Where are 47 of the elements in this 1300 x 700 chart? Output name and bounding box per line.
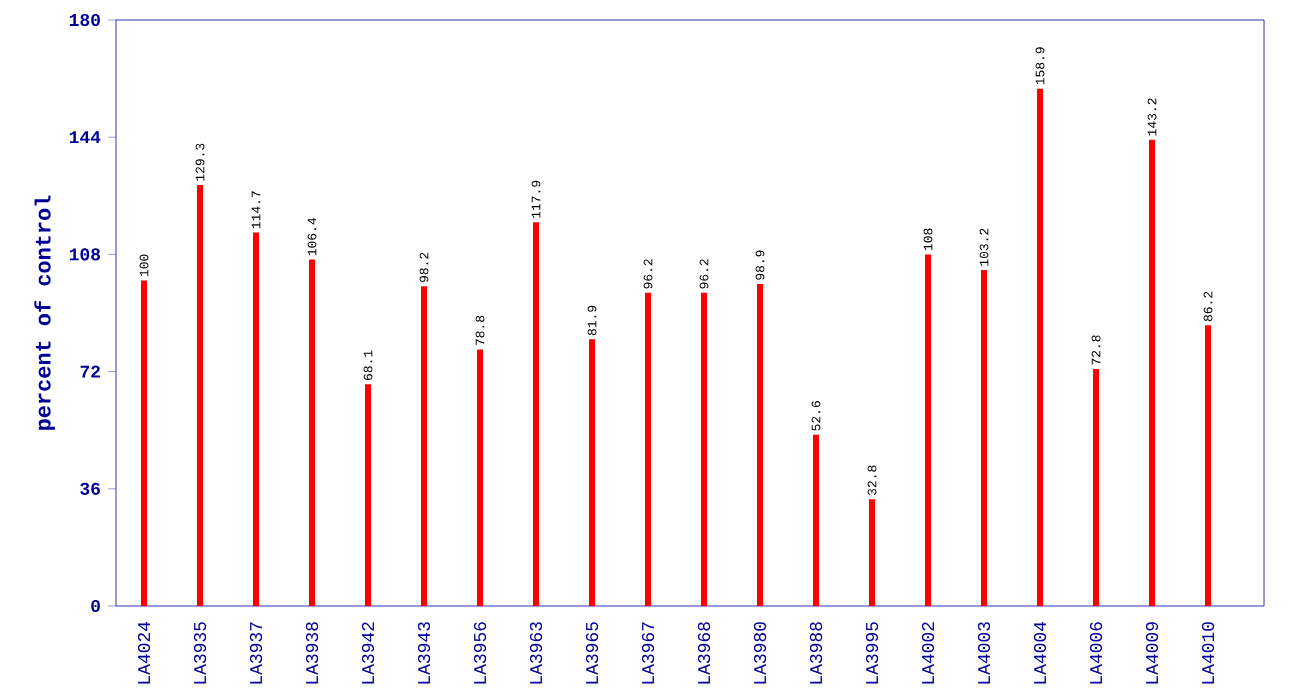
y-tick-label: 72 <box>80 365 100 378</box>
bar <box>645 292 652 606</box>
x-tick-label: LA4024 <box>137 621 151 684</box>
bar <box>925 254 932 606</box>
x-tick-label: LA4010 <box>1201 622 1215 684</box>
y-tick-label: 180 <box>69 13 100 27</box>
x-tick-label: LA4004 <box>1033 621 1047 684</box>
x-tick-label: LA3956 <box>473 622 487 684</box>
x-tick-label: LA3938 <box>305 622 319 684</box>
bar <box>589 339 596 606</box>
x-tick-label: LA3963 <box>529 622 543 684</box>
x-tick-label: LA4003 <box>977 622 991 684</box>
y-tick-label: 36 <box>80 482 100 495</box>
y-tick-label: 108 <box>69 248 101 261</box>
bar <box>701 292 708 606</box>
x-tick-label: LA3995 <box>865 622 879 684</box>
y-tick-label: 144 <box>69 131 101 144</box>
x-tick-label: LA3967 <box>641 622 655 684</box>
x-tick-label: LA4002 <box>921 622 935 684</box>
x-tick-label: LA3942 <box>361 622 375 684</box>
x-tick-label: LA3937 <box>249 622 263 684</box>
x-tick-label: LA4009 <box>1145 622 1159 684</box>
bar <box>1037 88 1044 606</box>
y-axis-title: percent of control <box>34 195 55 430</box>
bar <box>309 259 315 606</box>
bar <box>1093 368 1100 606</box>
bar <box>197 185 203 606</box>
bar <box>253 232 259 606</box>
bar <box>981 270 988 606</box>
y-tick-label: 0 <box>91 599 100 613</box>
x-tick-label: LA3988 <box>809 622 823 684</box>
x-tick-label: LA3968 <box>697 622 711 684</box>
bar <box>141 280 147 606</box>
bar <box>533 222 540 606</box>
bar <box>757 284 764 606</box>
bar <box>477 349 484 606</box>
x-tick-label: LA4006 <box>1089 622 1103 684</box>
x-tick-label: LA3980 <box>753 622 767 684</box>
bar <box>869 499 876 606</box>
x-tick-label: LA3935 <box>193 622 207 684</box>
bar <box>421 286 428 606</box>
bar <box>1205 325 1212 606</box>
bar <box>365 384 371 606</box>
x-tick-label: LA3965 <box>585 622 599 684</box>
bar <box>1149 139 1156 606</box>
x-tick-label: LA3943 <box>417 622 431 684</box>
bar <box>813 434 820 606</box>
